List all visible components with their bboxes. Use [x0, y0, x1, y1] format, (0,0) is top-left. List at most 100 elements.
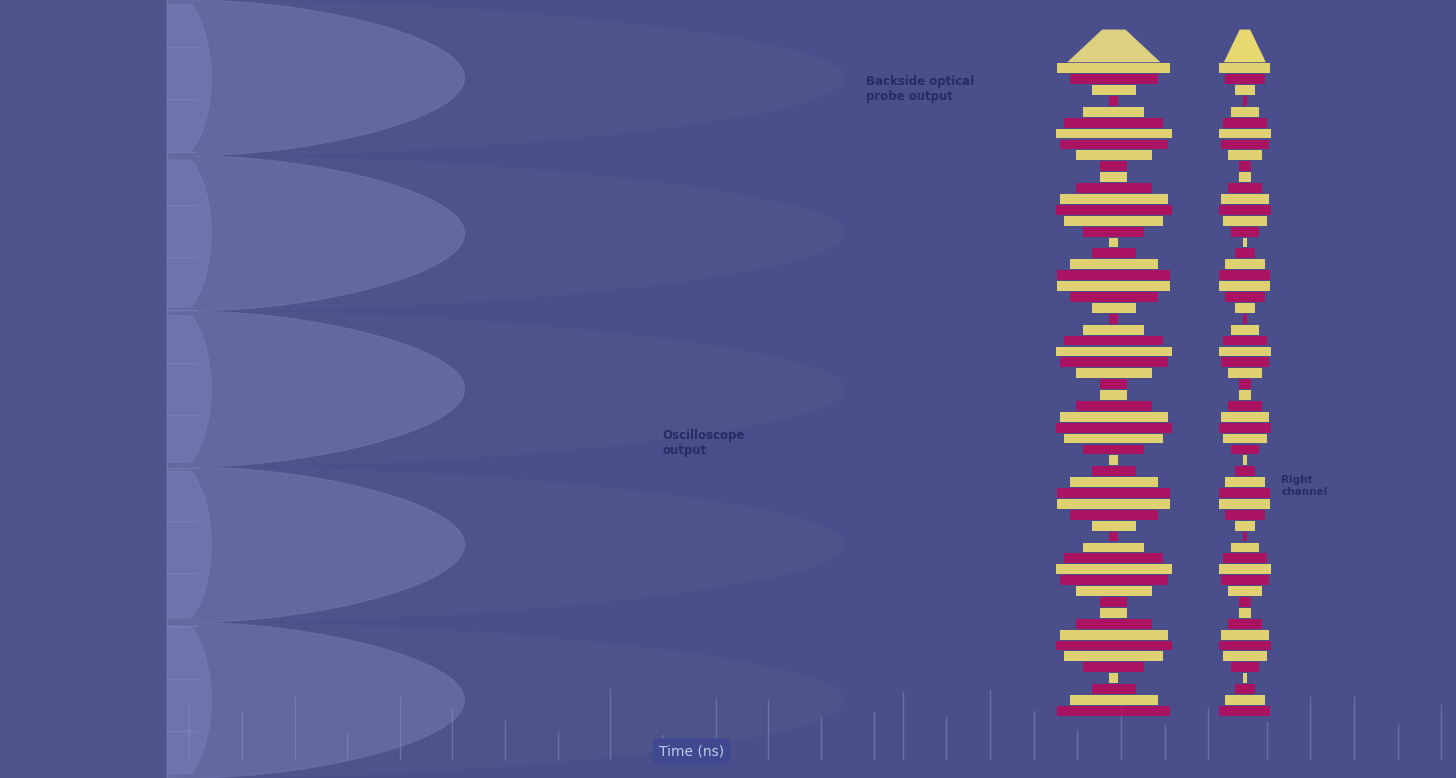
FancyBboxPatch shape — [1109, 673, 1118, 683]
FancyBboxPatch shape — [1101, 379, 1127, 389]
FancyBboxPatch shape — [1060, 575, 1168, 585]
FancyBboxPatch shape — [1092, 684, 1136, 694]
Polygon shape — [1067, 30, 1160, 62]
FancyBboxPatch shape — [1235, 85, 1255, 95]
FancyBboxPatch shape — [1232, 444, 1258, 454]
FancyBboxPatch shape — [1232, 324, 1258, 335]
FancyBboxPatch shape — [1219, 499, 1271, 509]
FancyBboxPatch shape — [1223, 335, 1267, 345]
FancyBboxPatch shape — [1109, 531, 1118, 541]
FancyBboxPatch shape — [1101, 597, 1127, 607]
FancyBboxPatch shape — [1092, 520, 1136, 531]
FancyBboxPatch shape — [1232, 226, 1258, 237]
FancyBboxPatch shape — [1224, 477, 1265, 487]
FancyBboxPatch shape — [1057, 63, 1171, 73]
FancyBboxPatch shape — [1232, 107, 1258, 117]
FancyBboxPatch shape — [1239, 172, 1251, 182]
FancyBboxPatch shape — [1109, 237, 1118, 247]
FancyBboxPatch shape — [1056, 640, 1172, 650]
FancyBboxPatch shape — [1239, 161, 1251, 171]
FancyBboxPatch shape — [1060, 357, 1168, 367]
FancyBboxPatch shape — [1227, 401, 1262, 411]
FancyBboxPatch shape — [1070, 259, 1158, 269]
FancyBboxPatch shape — [1083, 324, 1144, 335]
FancyBboxPatch shape — [1224, 74, 1265, 84]
FancyBboxPatch shape — [1235, 303, 1255, 313]
FancyBboxPatch shape — [1219, 346, 1271, 356]
FancyBboxPatch shape — [1083, 107, 1144, 117]
FancyBboxPatch shape — [1235, 520, 1255, 531]
FancyBboxPatch shape — [1220, 629, 1270, 640]
FancyBboxPatch shape — [1223, 553, 1267, 563]
FancyBboxPatch shape — [1227, 619, 1262, 629]
FancyBboxPatch shape — [1243, 673, 1246, 683]
FancyBboxPatch shape — [1076, 586, 1152, 596]
FancyBboxPatch shape — [1243, 96, 1246, 106]
FancyBboxPatch shape — [1220, 194, 1270, 204]
FancyBboxPatch shape — [1235, 684, 1255, 694]
FancyBboxPatch shape — [1056, 422, 1172, 433]
FancyBboxPatch shape — [1083, 444, 1144, 454]
FancyBboxPatch shape — [1224, 292, 1265, 302]
FancyBboxPatch shape — [1070, 74, 1158, 84]
FancyBboxPatch shape — [1220, 575, 1270, 585]
FancyBboxPatch shape — [1057, 488, 1171, 498]
FancyBboxPatch shape — [1101, 161, 1127, 171]
FancyBboxPatch shape — [1060, 139, 1168, 149]
FancyBboxPatch shape — [1070, 510, 1158, 520]
FancyBboxPatch shape — [1239, 608, 1251, 618]
FancyBboxPatch shape — [1224, 510, 1265, 520]
FancyBboxPatch shape — [1070, 292, 1158, 302]
FancyBboxPatch shape — [1223, 216, 1267, 226]
FancyBboxPatch shape — [1076, 401, 1152, 411]
FancyBboxPatch shape — [1056, 128, 1172, 138]
FancyBboxPatch shape — [1060, 412, 1168, 422]
FancyBboxPatch shape — [1219, 422, 1271, 433]
FancyBboxPatch shape — [1220, 412, 1270, 422]
FancyBboxPatch shape — [1083, 226, 1144, 237]
FancyBboxPatch shape — [1219, 205, 1271, 215]
FancyBboxPatch shape — [1070, 695, 1158, 705]
FancyBboxPatch shape — [1092, 303, 1136, 313]
FancyBboxPatch shape — [1060, 629, 1168, 640]
FancyBboxPatch shape — [1239, 597, 1251, 607]
Text: Oscilloscope
output: Oscilloscope output — [662, 429, 745, 457]
FancyBboxPatch shape — [1064, 335, 1163, 345]
FancyBboxPatch shape — [1219, 281, 1271, 291]
FancyBboxPatch shape — [1219, 488, 1271, 498]
FancyBboxPatch shape — [1219, 706, 1271, 716]
FancyBboxPatch shape — [1219, 640, 1271, 650]
FancyBboxPatch shape — [1109, 96, 1118, 106]
FancyBboxPatch shape — [1243, 455, 1246, 465]
FancyBboxPatch shape — [1083, 542, 1144, 552]
FancyBboxPatch shape — [1064, 216, 1163, 226]
FancyBboxPatch shape — [1232, 542, 1258, 552]
FancyBboxPatch shape — [1219, 63, 1271, 73]
FancyBboxPatch shape — [1223, 651, 1267, 661]
FancyBboxPatch shape — [1076, 183, 1152, 193]
Text: Time (ns): Time (ns) — [660, 745, 724, 759]
FancyBboxPatch shape — [1064, 651, 1163, 661]
FancyBboxPatch shape — [1232, 662, 1258, 672]
FancyBboxPatch shape — [1227, 586, 1262, 596]
FancyBboxPatch shape — [1219, 128, 1271, 138]
FancyBboxPatch shape — [1060, 194, 1168, 204]
FancyBboxPatch shape — [1057, 281, 1171, 291]
FancyBboxPatch shape — [1223, 433, 1267, 443]
FancyBboxPatch shape — [1220, 139, 1270, 149]
FancyBboxPatch shape — [1064, 553, 1163, 563]
FancyBboxPatch shape — [1227, 368, 1262, 378]
FancyBboxPatch shape — [1219, 564, 1271, 574]
FancyBboxPatch shape — [1224, 259, 1265, 269]
FancyBboxPatch shape — [1224, 695, 1265, 705]
FancyBboxPatch shape — [0, 0, 167, 778]
Text: Backside optical
probe output: Backside optical probe output — [866, 75, 974, 103]
FancyBboxPatch shape — [1076, 619, 1152, 629]
FancyBboxPatch shape — [1239, 379, 1251, 389]
FancyBboxPatch shape — [1056, 564, 1172, 574]
FancyBboxPatch shape — [1056, 205, 1172, 215]
FancyBboxPatch shape — [1076, 368, 1152, 378]
FancyBboxPatch shape — [1227, 150, 1262, 160]
FancyBboxPatch shape — [1235, 466, 1255, 476]
FancyBboxPatch shape — [1057, 706, 1171, 716]
